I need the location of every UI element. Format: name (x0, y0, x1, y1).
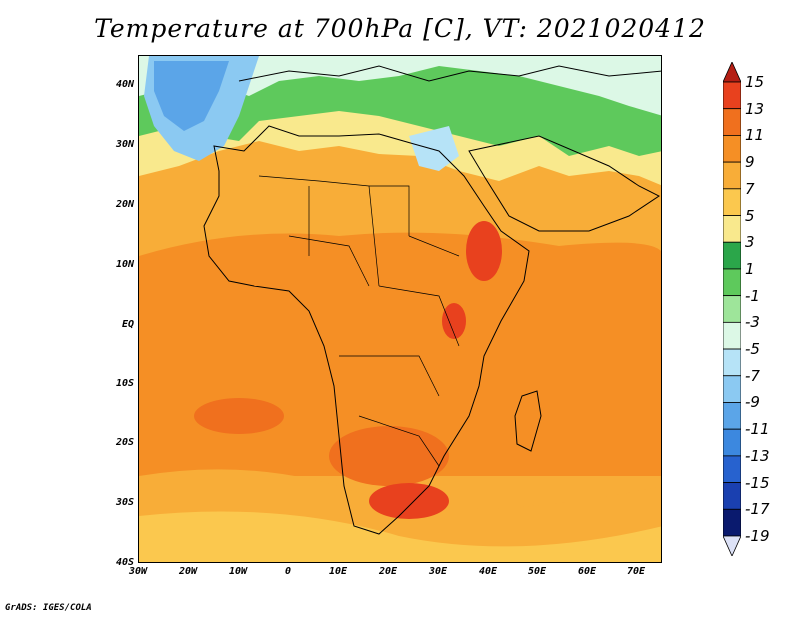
colorbar-segment (723, 428, 741, 457)
madagascar (514, 390, 542, 452)
lat-label-10n: 10N (115, 259, 134, 270)
lon-label-20e: 20E (378, 566, 398, 577)
temperature-map (138, 55, 662, 563)
lon-label-10e: 10E (328, 566, 348, 577)
lon-label-20w: 20W (178, 566, 198, 577)
colorbar-segment (723, 108, 741, 136)
colorbar-label: 3 (745, 233, 755, 252)
lat-label-30s: 30S (115, 497, 134, 508)
hot-spot-atlantic (194, 398, 284, 434)
colorbar-top-triangle (723, 62, 741, 83)
lon-label-40e: 40E (478, 566, 498, 577)
colorbar-segment (723, 241, 741, 270)
colorbar-label: -11 (745, 420, 770, 439)
lon-label-0: 0 (284, 566, 292, 577)
africa-coastline (203, 125, 530, 535)
colorbar-label: -3 (745, 313, 760, 332)
colorbar-label: 13 (745, 99, 765, 118)
colorbar-segment (723, 215, 741, 243)
lon-label-30w: 30W (128, 566, 148, 577)
colorbar-label: 5 (745, 206, 755, 225)
light-green-north (139, 56, 661, 116)
arabia-coastline (468, 135, 660, 232)
lon-label-60e: 60E (577, 566, 597, 577)
colorbar-label: -5 (745, 340, 760, 359)
colorbar-label: 1 (745, 259, 755, 278)
colorbar-segment (723, 348, 741, 377)
hot-spot-ethiopia (466, 221, 502, 281)
colorbar-label: -9 (745, 393, 760, 412)
lon-label-50e: 50E (527, 566, 547, 577)
hot-spot-lakes (442, 303, 466, 339)
grads-credit: GrADS: IGES/COLA (5, 603, 92, 613)
lat-label-20n: 20N (115, 199, 134, 210)
lat-label-40s: 40S (115, 557, 134, 568)
colorbar-segment (723, 295, 741, 323)
colorbar-segment (723, 135, 741, 163)
south-yellow-band (139, 511, 661, 562)
lat-label-30n: 30N (115, 139, 134, 150)
lat-label-10s: 10S (115, 378, 134, 389)
colorbar-segment (723, 375, 741, 403)
colorbar-segment (723, 188, 741, 216)
colorbar (723, 62, 741, 556)
colorbar-label: -15 (745, 473, 770, 492)
lat-label-40n: 40N (115, 79, 134, 90)
colorbar-label: -1 (745, 286, 760, 305)
map-title: Temperature at 700hPa [C], VT: 202102041… (94, 14, 706, 43)
lon-label-30e: 30E (428, 566, 448, 577)
lon-label-10w: 10W (228, 566, 248, 577)
colorbar-label: 7 (745, 179, 755, 198)
colorbar-label: -17 (745, 500, 770, 519)
colorbar-label: 9 (745, 153, 755, 172)
colorbar-segment (723, 161, 741, 190)
lat-label-eq: EQ (121, 319, 134, 330)
colorbar-segment (723, 508, 741, 537)
colorbar-segment (723, 455, 741, 483)
country-borders (258, 175, 460, 467)
colorbar-label: -13 (745, 446, 770, 465)
colorbar-segment (723, 482, 741, 510)
hot-spot-south (329, 426, 449, 486)
colorbar-segment (723, 402, 741, 430)
colorbar-bottom-triangle (723, 535, 741, 556)
lat-label-20s: 20S (115, 437, 134, 448)
cold-pool-egypt (409, 126, 459, 171)
colorbar-segment (723, 321, 741, 350)
hot-spot-kalahari (369, 483, 449, 519)
europe-coastline (238, 65, 661, 82)
colorbar-segment (723, 81, 741, 110)
colorbar-label: 15 (745, 73, 765, 91)
colorbar-label: -7 (745, 366, 760, 385)
colorbar-label: 11 (745, 126, 765, 145)
cold-pool-core (154, 61, 229, 131)
colorbar-label: -19 (745, 527, 770, 545)
lon-label-70e: 70E (626, 566, 646, 577)
colorbar-segment (723, 268, 741, 297)
